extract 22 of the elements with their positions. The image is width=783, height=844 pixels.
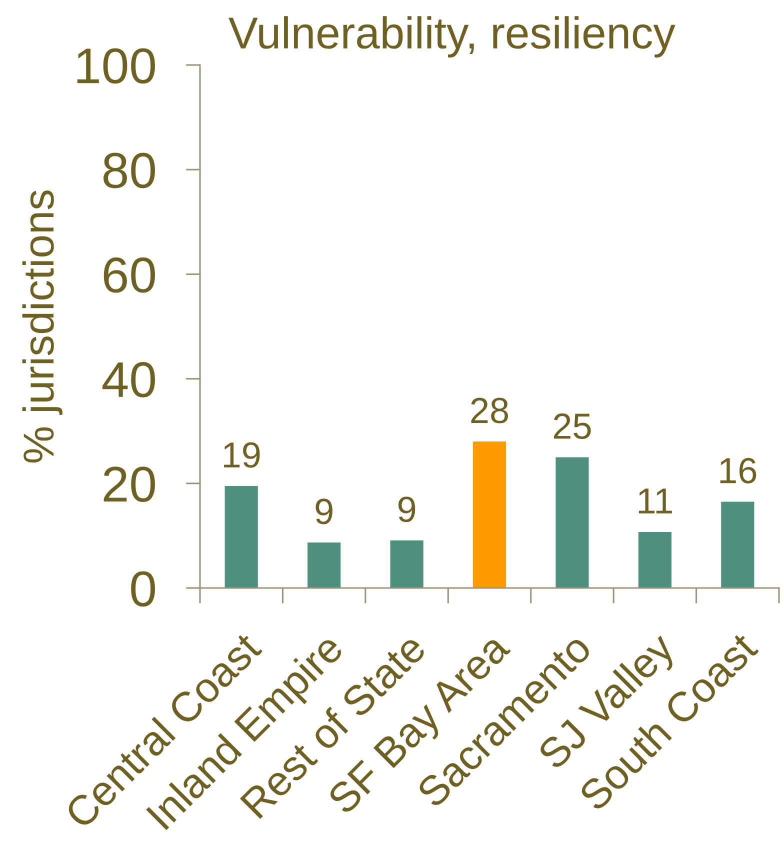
bar	[224, 486, 258, 588]
bar	[556, 457, 589, 588]
data-label: 11	[638, 488, 672, 514]
data-label: 9	[398, 496, 416, 522]
bar	[721, 502, 754, 588]
y-tick-label: 80	[104, 152, 155, 188]
bar	[308, 542, 341, 588]
bar	[638, 532, 672, 588]
data-label: 9	[316, 498, 332, 524]
chart-title: Vulnerability, resiliency	[228, 16, 676, 58]
data-label: 28	[471, 398, 508, 424]
y-tick-label: 60	[104, 257, 155, 293]
bar	[390, 540, 424, 588]
y-axis-title: % jurisdictions	[22, 190, 62, 463]
y-tick-label: 0	[131, 571, 155, 607]
data-label: 16	[720, 458, 756, 484]
data-label: 19	[224, 442, 260, 468]
data-label: 25	[554, 413, 591, 439]
y-tick-label: 40	[102, 362, 155, 398]
y-tick-label: 100	[77, 48, 155, 84]
bar	[472, 442, 506, 588]
y-tick-label: 20	[104, 466, 155, 502]
